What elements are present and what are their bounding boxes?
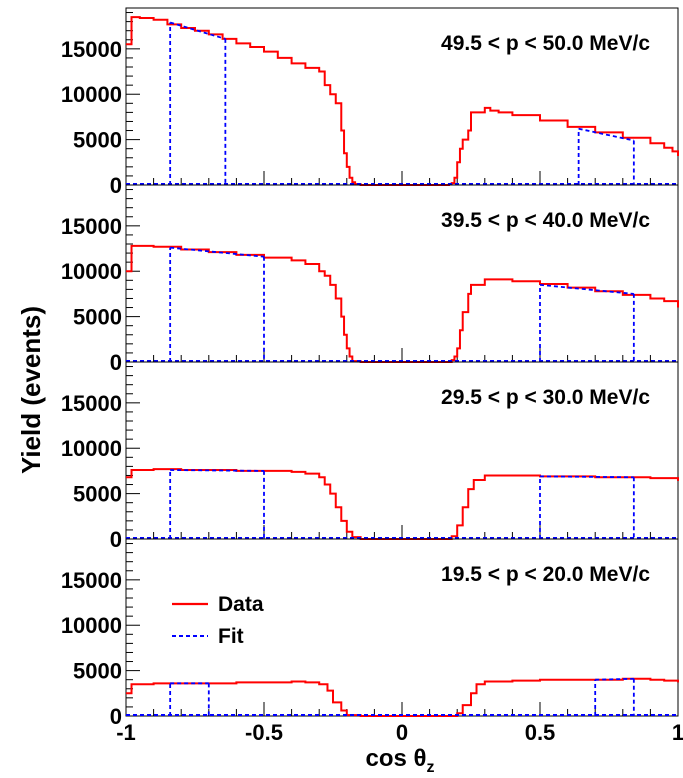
y-tick-label: 5000 [73,305,122,330]
panel-title: 29.5 < p < 30.0 MeV/c [441,386,650,409]
legend-data-label: Data [218,593,264,616]
fit-curve [170,469,265,472]
data-series-line [126,16,679,186]
y-tick-label: 15000 [61,391,122,416]
x-axis-label-sub: z [427,759,435,773]
y-tick-label: 15000 [61,568,122,593]
y-tick-label: 0 [110,350,122,375]
x-tick-label: -1 [116,720,136,745]
x-tick-label: 1 [672,720,683,745]
y-tick-label: 5000 [73,128,122,153]
y-tick-label: 0 [110,173,122,198]
y-tick-label: 10000 [61,259,122,284]
y-tick-label: 0 [110,527,122,552]
y-tick-label: 10000 [61,82,122,107]
y-tick-label: 15000 [61,214,122,239]
legend-fit-label: Fit [218,625,244,648]
legend: Data Fit [172,593,264,648]
y-axis-label: Yield (events) [16,306,46,474]
fit-curve [578,127,635,142]
x-axis-label: cos θz [366,745,435,773]
y-tick-label: 5000 [73,659,122,684]
panel-3: 0 5000 10000 15000 29.5 < p < 30.0 MeV/c [61,361,679,552]
fit-curve [170,246,265,258]
panel-4: 0 5000 10000 15000 -1 -0.5 0 0.5 1 19.5 < p < 20.… [61,538,683,745]
y-tick-label: 5000 [73,482,122,507]
y-tick-label: 0 [110,704,122,729]
y-tick-label: 15000 [61,37,122,62]
panel-title: 39.5 < p < 40.0 MeV/c [441,209,650,232]
fit-curve [169,21,226,40]
y-tick-label: 10000 [61,436,122,461]
panel-1: 0 5000 10000 15000 49.5 < p < 50.0 MeV/c [61,7,679,198]
fit-curve [539,475,634,479]
x-tick-label: 0 [396,720,408,745]
panel-title: 49.5 < p < 50.0 MeV/c [441,32,650,55]
panel-title: 19.5 < p < 20.0 MeV/c [441,563,650,586]
x-tick-label: -0.5 [245,720,283,745]
x-axis-label-main: cos θ [366,745,427,772]
data-series-line [126,244,679,363]
fit-curve [539,283,634,295]
panel-2: 0 5000 10000 15000 39.5 < p < 40.0 MeV/c [61,184,679,375]
x-tick-label: 0.5 [525,720,556,745]
y-tick-label: 10000 [61,613,122,638]
